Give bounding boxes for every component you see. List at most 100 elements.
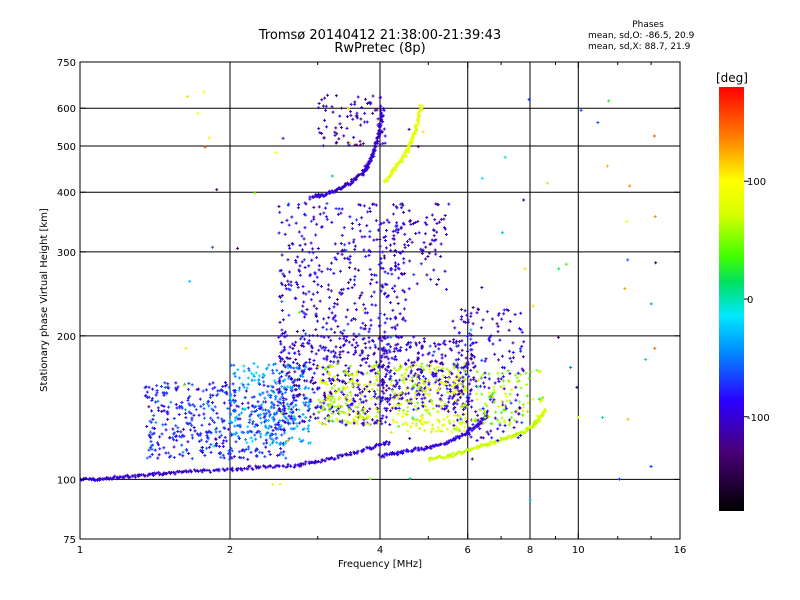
data-point — [409, 425, 413, 429]
data-point — [200, 423, 204, 427]
data-point — [417, 392, 421, 396]
data-point — [240, 382, 244, 386]
data-point — [267, 424, 271, 428]
data-point — [328, 295, 332, 299]
data-point — [215, 188, 219, 192]
data-point — [410, 240, 414, 244]
data-point — [382, 386, 386, 390]
data-point — [377, 372, 381, 376]
data-point — [496, 439, 500, 443]
data-point — [146, 474, 150, 478]
data-point — [467, 382, 471, 386]
data-point — [298, 437, 302, 441]
data-point — [463, 377, 467, 381]
data-point — [517, 400, 521, 404]
data-point — [278, 401, 282, 405]
data-point — [374, 442, 378, 446]
data-point — [340, 249, 344, 253]
data-point — [502, 387, 506, 391]
data-point — [515, 420, 519, 424]
data-point — [425, 223, 429, 227]
data-point — [252, 361, 256, 365]
data-point — [414, 363, 418, 367]
data-point — [177, 413, 181, 417]
data-point — [372, 202, 376, 206]
data-point — [253, 378, 257, 382]
data-point — [376, 132, 380, 136]
data-point — [409, 222, 413, 226]
data-point — [394, 317, 398, 321]
data-point — [144, 385, 148, 389]
data-point — [251, 404, 255, 408]
data-point — [232, 409, 236, 413]
data-point — [324, 346, 328, 350]
data-point — [411, 379, 415, 383]
data-point — [110, 477, 114, 481]
data-point — [424, 377, 428, 381]
data-point — [440, 381, 444, 385]
data-point — [455, 344, 459, 348]
data-point — [487, 395, 491, 399]
data-point — [383, 134, 387, 138]
data-point — [283, 385, 287, 389]
data-point — [441, 374, 445, 378]
data-point — [480, 358, 484, 362]
data-point — [276, 421, 280, 425]
data-point — [412, 273, 416, 277]
data-point — [361, 172, 365, 176]
data-point — [358, 203, 362, 207]
colorbar-tick-label: -100 — [747, 413, 770, 424]
data-point — [197, 413, 201, 417]
data-point — [459, 390, 463, 394]
data-point — [456, 366, 460, 370]
data-point — [457, 351, 461, 355]
data-point — [393, 253, 397, 257]
data-point — [320, 132, 324, 136]
data-point — [351, 180, 355, 184]
data-point — [513, 373, 517, 377]
data-point — [502, 384, 506, 388]
data-point — [307, 424, 311, 428]
data-point — [429, 242, 433, 246]
data-point — [391, 229, 395, 233]
data-point — [302, 393, 306, 397]
data-point — [345, 338, 349, 342]
data-point — [332, 315, 336, 319]
data-point — [414, 446, 418, 450]
x-axis-label: Frequency [MHz] — [338, 559, 422, 570]
data-point — [286, 464, 290, 468]
data-point — [379, 104, 383, 108]
data-point — [283, 407, 287, 411]
data-point — [176, 385, 180, 389]
data-point — [353, 334, 357, 338]
data-point — [317, 398, 321, 402]
data-point — [465, 420, 469, 424]
data-point — [358, 391, 362, 395]
data-point — [425, 364, 429, 368]
data-point — [416, 145, 420, 149]
data-point — [298, 421, 302, 425]
data-point — [438, 362, 442, 366]
data-point — [389, 383, 393, 387]
data-point — [249, 412, 253, 416]
data-point — [175, 387, 179, 391]
data-point — [381, 363, 385, 367]
data-point — [392, 237, 396, 241]
data-point — [202, 467, 206, 471]
data-point — [341, 344, 345, 348]
data-point — [371, 94, 375, 98]
data-point — [476, 378, 480, 382]
data-point — [326, 403, 330, 407]
data-point — [499, 385, 503, 389]
data-point — [297, 378, 301, 382]
data-point — [419, 247, 423, 251]
data-point — [311, 247, 315, 251]
data-point — [420, 249, 424, 253]
data-point — [339, 330, 343, 334]
data-point — [286, 385, 290, 389]
data-point — [405, 448, 409, 452]
data-point — [417, 387, 421, 391]
data-point — [363, 383, 367, 387]
data-point — [410, 399, 414, 403]
data-point — [373, 382, 377, 386]
